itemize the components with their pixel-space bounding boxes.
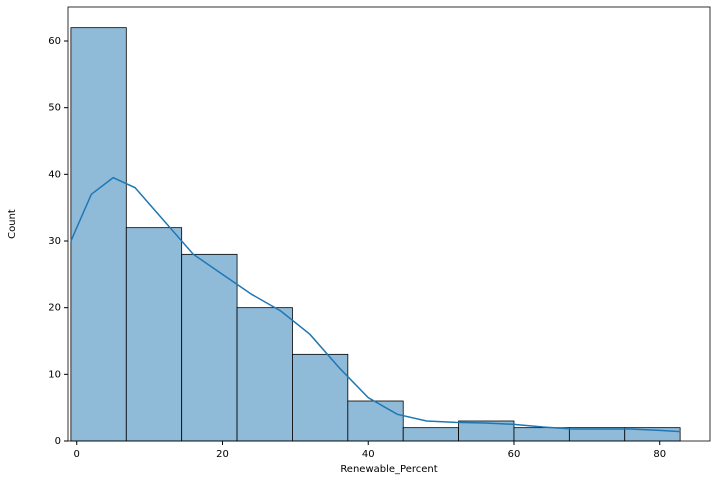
y-axis-label: Count [7, 209, 18, 239]
kde-line [70, 176, 681, 433]
y-tick-label: 30 [48, 236, 61, 247]
x-tick-label: 60 [508, 449, 521, 460]
bar [236, 307, 293, 442]
y-tick-label: 0 [55, 436, 61, 447]
y-tick-label: 10 [48, 369, 61, 380]
bar [70, 27, 127, 442]
x-tick-label: 0 [74, 449, 80, 460]
y-tick-label: 20 [48, 303, 61, 314]
bar [292, 353, 349, 442]
y-tick-label: 50 [48, 103, 61, 114]
bar [347, 400, 404, 442]
bar [513, 427, 570, 442]
bar [402, 427, 459, 442]
x-tick-label: 80 [653, 449, 666, 460]
plot-frame [67, 6, 711, 442]
x-tick-label: 40 [362, 449, 375, 460]
y-tick-label: 40 [48, 169, 61, 180]
bar [181, 253, 238, 442]
x-tick-label: 20 [216, 449, 229, 460]
bar [125, 227, 183, 442]
y-tick-label: 60 [48, 36, 61, 47]
x-axis-label: Renewable_Percent [340, 464, 437, 475]
